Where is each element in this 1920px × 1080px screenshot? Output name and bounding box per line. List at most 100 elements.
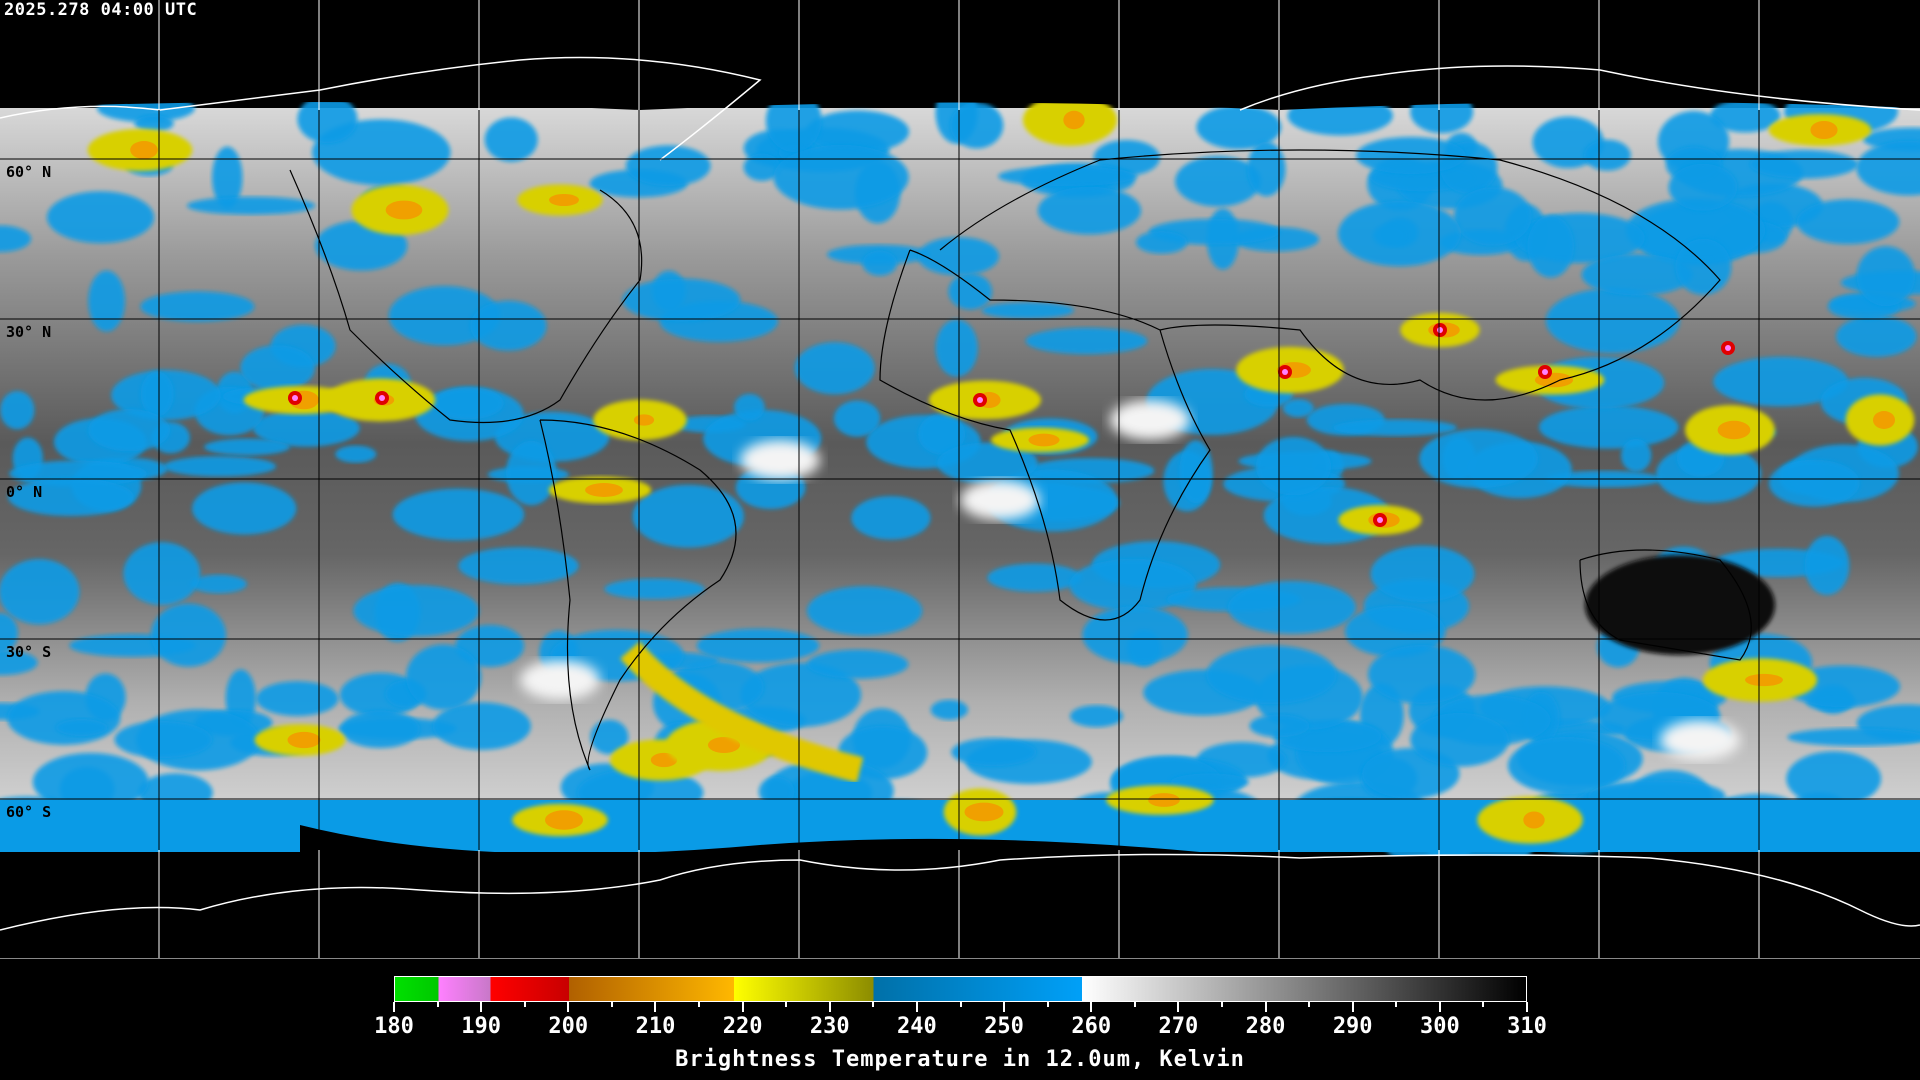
cloud-cell — [650, 752, 678, 768]
colorbar-tick — [1395, 1002, 1398, 1007]
cloud-cell — [123, 542, 201, 605]
colorbar-tick — [1046, 1002, 1049, 1007]
coastline — [939, 149, 1721, 401]
cloud-cell — [1332, 419, 1457, 436]
cloud-cell — [632, 484, 744, 548]
cloud-cell — [8, 477, 134, 517]
colorbar-tick — [1220, 1002, 1223, 1007]
colorbar-tick — [959, 1002, 962, 1007]
cloud-cell — [506, 440, 557, 506]
colorbar-tick-label: 250 — [984, 1014, 1024, 1039]
cloud-cell — [1196, 105, 1282, 150]
cloud-cell — [340, 710, 420, 749]
colorbar-tick-label: 260 — [1071, 1014, 1112, 1039]
cloud-cell — [55, 718, 108, 737]
cloud-cell — [1787, 728, 1920, 747]
colorbar-tick — [785, 1002, 788, 1007]
cloud-cell — [1836, 315, 1917, 357]
no-data-region — [0, 825, 1920, 958]
brightness-temperature-image — [0, 0, 1920, 958]
colorbar-tick — [610, 1002, 613, 1007]
colorbar-tick-label: 290 — [1332, 1014, 1373, 1039]
cloud-cell — [918, 413, 966, 455]
cloud-cell — [1804, 535, 1850, 595]
no-data-region — [0, 0, 1920, 110]
cloud-cell — [1419, 429, 1539, 489]
cloud-cell — [1668, 163, 1738, 211]
polar-coastline — [0, 853, 1920, 931]
cloud-cell — [1872, 411, 1896, 429]
cloud-cell — [1082, 606, 1188, 664]
cloud-cell — [981, 302, 1074, 319]
colorbar-tick — [1308, 1002, 1311, 1007]
cloud-cell — [1206, 645, 1337, 705]
cloud-cell — [585, 483, 623, 497]
colorbar-tick-label: 280 — [1245, 1014, 1286, 1039]
cloud-cell — [604, 578, 705, 600]
colorbar-tick — [1177, 1002, 1180, 1012]
cloud-cell — [32, 752, 149, 811]
colorbar-tick-label: 200 — [548, 1014, 589, 1039]
cloud-cell — [212, 146, 243, 209]
cloud-cell — [806, 110, 910, 153]
polar-coastline — [1239, 65, 1920, 111]
cloud-cell — [1523, 811, 1545, 829]
cloud-cell — [851, 496, 931, 540]
cloud-cell — [392, 488, 525, 541]
satellite-map: 2025.278 04:00 UTC 60° N 30° N 0° N 30° … — [0, 0, 1920, 959]
storm-core — [1437, 327, 1443, 333]
colorbar-tick — [654, 1002, 657, 1012]
colorbar-tick — [567, 1002, 570, 1012]
cloud-cell — [1410, 712, 1510, 767]
cloud-cell — [204, 438, 290, 456]
lat-label-60n: 60° N — [6, 163, 52, 181]
colorbar-tick-label: 230 — [809, 1014, 850, 1039]
colorbar-tick — [1482, 1002, 1485, 1007]
storm-core — [379, 395, 385, 401]
warm-land-surface — [1585, 555, 1775, 655]
cloud-cell — [807, 586, 923, 636]
storm-core — [1377, 517, 1383, 523]
coastline — [879, 249, 1211, 621]
cloud-cell — [1768, 459, 1860, 507]
cloud-cell — [1717, 420, 1751, 440]
cloud-cell — [794, 342, 875, 395]
cloud-cell — [1545, 288, 1680, 354]
cloud-cell — [633, 414, 655, 426]
cloud-cell — [935, 319, 978, 377]
cloud-cell — [1621, 438, 1652, 472]
cloud-features — [0, 0, 1920, 958]
colorbar-tick — [1438, 1002, 1441, 1012]
cloud-cell — [405, 644, 482, 710]
cloud-cell — [773, 144, 909, 210]
cloud-cell — [998, 166, 1138, 187]
cloud-cell — [1453, 187, 1532, 246]
colorbar-tick — [1003, 1002, 1006, 1012]
cloud-cell — [150, 603, 226, 667]
cloud-cell — [1028, 433, 1060, 447]
storm-core — [977, 397, 983, 403]
cloud-cell — [1069, 705, 1123, 728]
cloud-cell — [1247, 141, 1286, 197]
colorbar-tick — [828, 1002, 831, 1012]
cloud-cell — [740, 440, 820, 480]
cloud-cell — [140, 371, 174, 417]
polar-coastline — [0, 56, 762, 161]
cloud-cell — [964, 802, 1004, 822]
colorbar-title: Brightness Temperature in 12.0um, Kelvin — [675, 1047, 1245, 1072]
cloud-cell — [1025, 327, 1148, 355]
colorbar-tick-label: 220 — [722, 1014, 763, 1039]
cloud-cell — [950, 102, 1004, 149]
cloud-cell — [433, 386, 504, 420]
cloud-cell — [88, 270, 125, 332]
cloud-cell — [1527, 215, 1575, 278]
cloud-cell — [484, 117, 538, 162]
colorbar-tick-label: 210 — [635, 1014, 676, 1039]
cloud-cell — [1227, 581, 1356, 634]
cloud-cell — [1796, 199, 1900, 245]
cloud-cell — [0, 613, 18, 653]
cloud-cell — [1713, 356, 1849, 407]
cloud-cell — [1345, 605, 1446, 657]
cloud-cell — [190, 574, 247, 594]
cloud-cell — [549, 193, 579, 207]
